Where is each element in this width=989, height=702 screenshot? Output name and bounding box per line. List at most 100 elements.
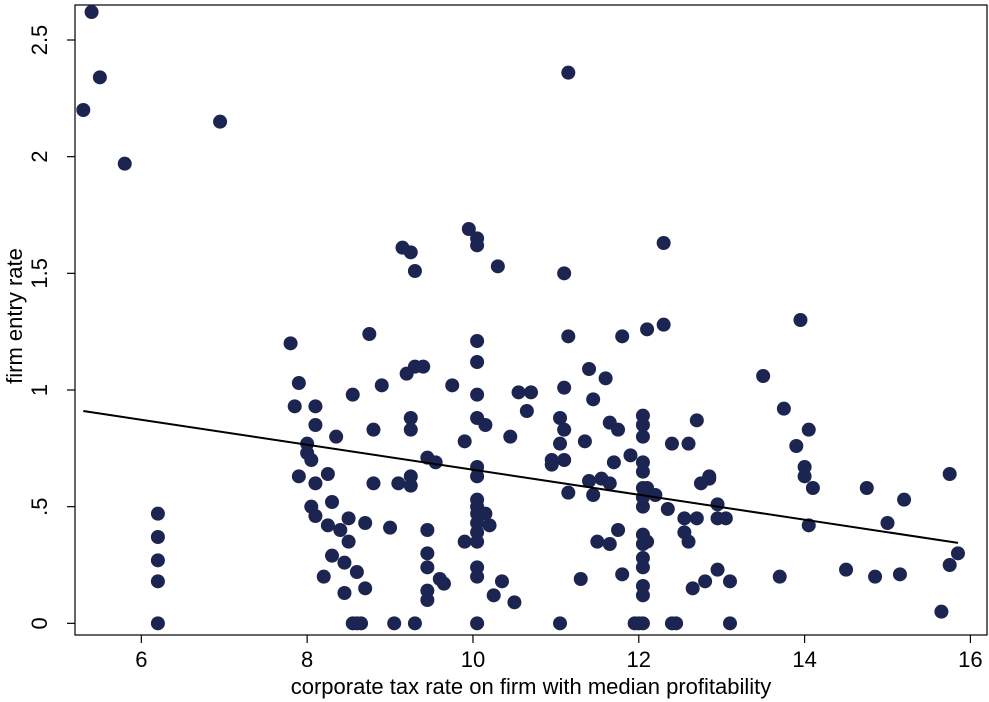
data-point [366,422,381,437]
data-point [387,616,402,631]
fit-line [83,410,959,544]
y-tick-label: 2.5 [27,25,52,56]
data-point [374,378,389,393]
data-point [337,586,352,600]
data-point [291,469,306,484]
scatter-points [76,5,965,631]
data-point [635,418,650,432]
data-point [407,264,422,278]
y-tick-label: 1.5 [27,258,52,289]
data-point [557,453,572,467]
y-tick-label: 1 [27,384,52,396]
data-point [470,387,485,402]
data-point [880,516,895,530]
data-point [320,467,335,481]
data-point [635,499,650,514]
data-point [420,593,435,607]
data-point [590,534,605,549]
x-tick-label: 14 [792,647,816,672]
data-point [602,537,617,551]
data-point [470,469,485,484]
data-point [416,359,431,374]
data-point [403,245,418,260]
x-tick-label: 10 [461,647,485,672]
plot-frame [74,4,988,636]
data-point [623,448,638,463]
data-point [561,329,576,344]
data-point [681,436,696,451]
data-point [635,464,650,479]
data-point [689,413,704,428]
data-point [702,471,717,486]
data-point [640,534,655,549]
data-point [710,497,725,512]
data-point [561,65,576,80]
data-point [470,534,485,549]
data-point [577,434,592,449]
data-point [557,422,572,437]
data-point [283,336,298,351]
data-point [615,329,630,344]
data-point [358,516,373,530]
data-point [117,156,132,171]
data-point [507,595,522,610]
data-point [420,523,435,537]
data-point [337,555,352,570]
data-point [648,488,663,502]
data-point [308,418,323,432]
data-point [669,616,684,631]
data-point [635,429,650,444]
data-point [710,562,725,577]
data-point [582,474,597,488]
data-point [557,266,572,281]
data-point [582,362,597,376]
data-point [722,616,737,631]
x-axis-title: corporate tax rate on firm with median p… [291,674,772,699]
data-point [553,616,568,631]
data-point [287,399,302,414]
data-point [420,546,435,561]
data-point [640,322,655,337]
data-point [544,457,559,472]
data-point [470,334,485,348]
data-point [316,569,331,584]
data-point [897,492,912,507]
data-point [698,574,713,589]
data-point [801,422,816,437]
data-point [839,562,854,577]
data-point [553,436,568,451]
data-point [320,518,335,533]
data-point [660,502,675,516]
y-axis: 0 .5 1 1.5 2 2.5 [27,25,75,629]
data-point [685,581,700,596]
data-point [428,455,443,470]
y-tick-label: 2 [27,151,52,163]
data-point [403,478,418,493]
data-point [942,558,957,572]
data-point [519,404,534,418]
data-point [383,520,398,535]
y-tick-label: 0 [27,617,52,629]
data-point [150,616,165,631]
data-point [553,411,568,425]
data-point [664,436,679,451]
data-point [486,588,501,603]
data-point [470,238,485,253]
data-point [586,488,601,502]
data-point [478,418,493,432]
data-point [557,380,572,395]
data-point [681,534,696,549]
data-point [793,313,808,327]
data-point [76,103,91,117]
data-point [150,574,165,589]
x-tick-label: 16 [958,647,982,672]
data-point [436,576,451,591]
data-point [213,114,228,129]
data-point [84,5,99,19]
data-point [150,530,165,544]
data-point [950,546,965,561]
data-point [291,376,306,390]
data-point [598,371,613,386]
data-point [92,70,107,85]
data-point [308,509,323,523]
